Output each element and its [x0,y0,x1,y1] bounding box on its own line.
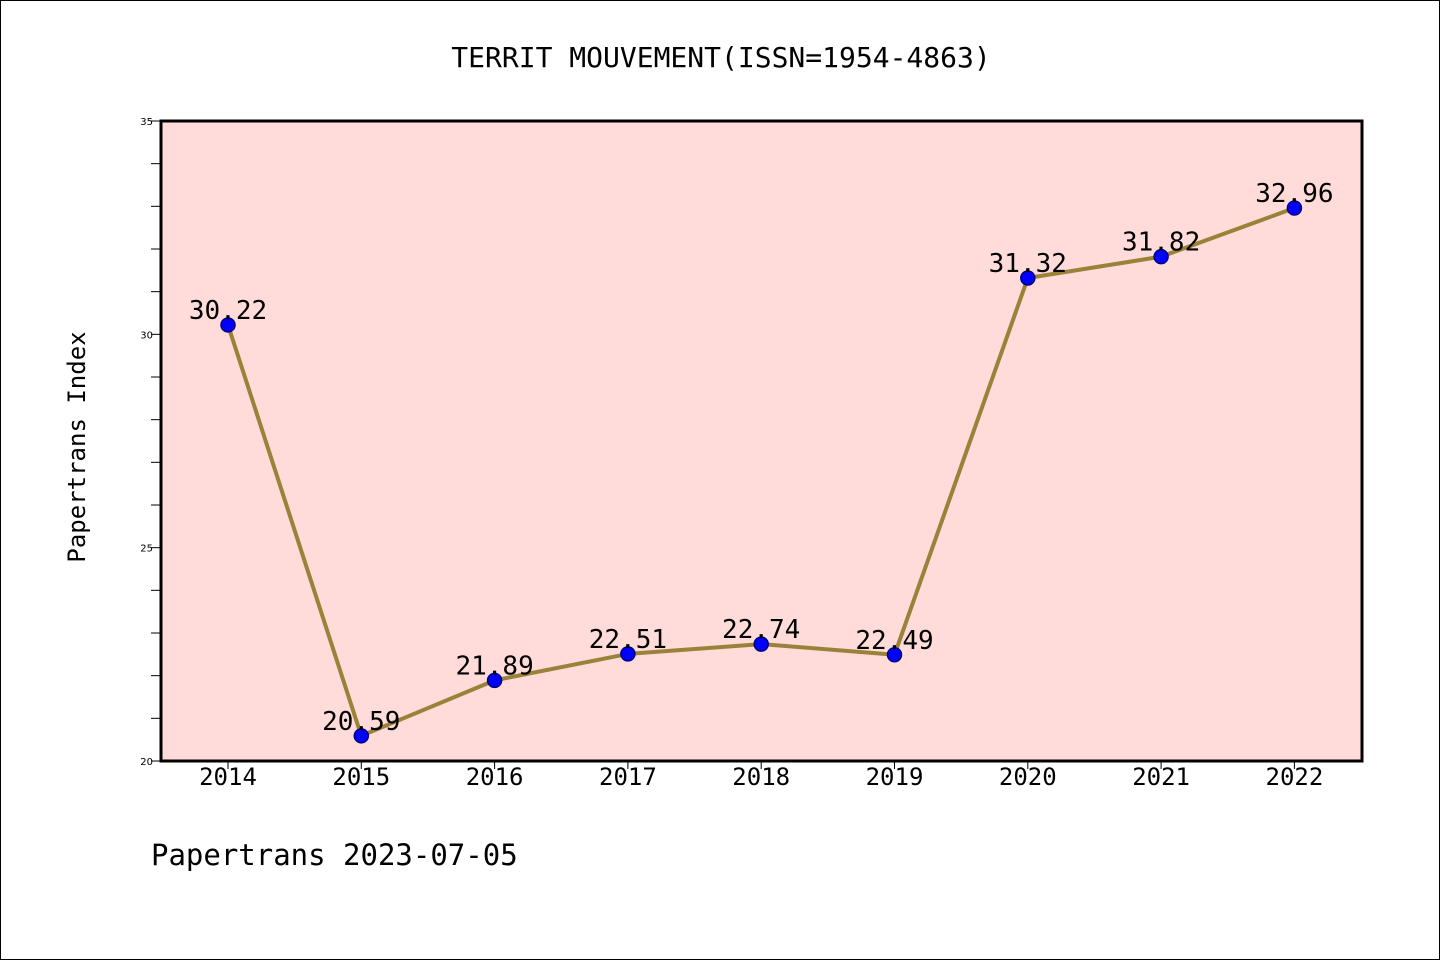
data-point [1286,200,1303,216]
footer-text: Papertrans 2023-07-05 [151,838,518,872]
x-tick-label: 2014 [199,763,257,791]
x-axis: 2014 2015 2016 2017 2018 2019 2020 2021 2022 [199,761,1323,791]
data-point [1020,270,1036,286]
data-point [486,672,503,689]
data-point [220,317,236,333]
x-tick-label: 2017 [599,763,657,791]
y-tick-label: 35 [140,117,153,128]
data-labels: 30.22 20.59 21.89 22.51 22.74 22.49 31.32 31.82… [189,179,1334,737]
x-tick-label: 2019 [866,763,924,791]
data-point [353,728,370,744]
data-label: 22.51 [589,625,667,655]
x-tick-label: 2021 [1132,763,1190,791]
x-tick-label: 2018 [732,763,790,791]
y-tick-label: 20 [140,757,153,768]
x-tick-label: 2020 [999,763,1057,791]
data-label: 22.74 [722,615,800,645]
data-label: 20.59 [322,707,400,737]
x-tick-label: 2022 [1266,763,1324,791]
data-label: 22.49 [855,626,933,656]
plot-area [161,121,1362,761]
data-label: 32.96 [1255,179,1333,209]
y-tick-label: 30 [140,330,153,341]
data-label: 21.89 [455,651,533,681]
y-axis: 20 25 30 35 [140,117,161,768]
plot-border [159,119,1364,763]
y-axis-label: Papertrans Index [63,331,91,562]
data-point [620,646,636,662]
y-tick-label: 25 [140,544,153,555]
data-point [1153,248,1169,265]
x-tick-label: 2015 [332,763,390,791]
data-label: 31.82 [1122,228,1200,258]
x-tick-label: 2016 [466,763,524,791]
data-point [753,636,769,652]
data-label: 31.32 [989,249,1067,279]
data-points [220,200,1303,744]
chart-title: TERRIT MOUVEMENT(ISSN=1954-4863) [451,41,990,74]
data-label: 30.22 [189,296,267,326]
data-point [886,647,903,663]
